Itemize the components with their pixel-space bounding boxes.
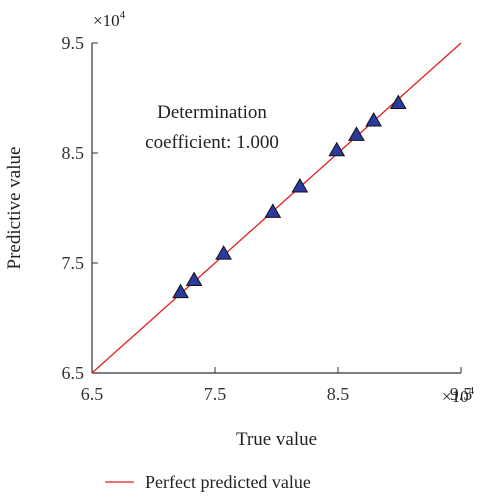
data-point-triangle [389,94,407,109]
data-point-triangle [348,126,365,141]
data-point-triangle [328,141,346,157]
y-axis-multiplier: ×104 [93,9,126,30]
data-point-triangle [365,112,383,127]
reference-line-group [91,42,462,374]
tick-labels: 6.5 7.5 8.5 9.5 6.5 7.5 8.5 9.5 [62,33,473,404]
data-point-triangle [215,245,232,260]
y-axis-label: Predictive value [4,147,25,270]
x-tick-label: 9.5 [450,384,473,404]
data-point-triangle [185,271,203,287]
data-point-triangle [172,283,189,299]
data-points [172,94,407,299]
y-tick-label: 9.5 [62,33,85,53]
x-axis-label: True value [236,429,317,450]
perfect-prediction-line [91,42,462,374]
x-tick-label: 6.5 [81,384,104,404]
legend: Perfect predicted value [105,472,311,492]
x-axis-multiplier: ×104 [442,385,475,406]
axes [91,42,462,374]
y-tick-label: 6.5 [62,363,85,383]
y-tick-label: 8.5 [62,143,85,163]
data-point-triangle [264,203,282,218]
x-tick-label: 7.5 [204,384,227,404]
annotation-line-2: coefficient: 1.000 [145,132,279,153]
legend-entry-label: Perfect predicted value [145,472,311,492]
x-tick-label: 8.5 [327,384,350,404]
data-point-triangle [291,178,309,193]
y-tick-label: 7.5 [62,253,85,273]
annotation-line-1: Determination [157,102,267,123]
